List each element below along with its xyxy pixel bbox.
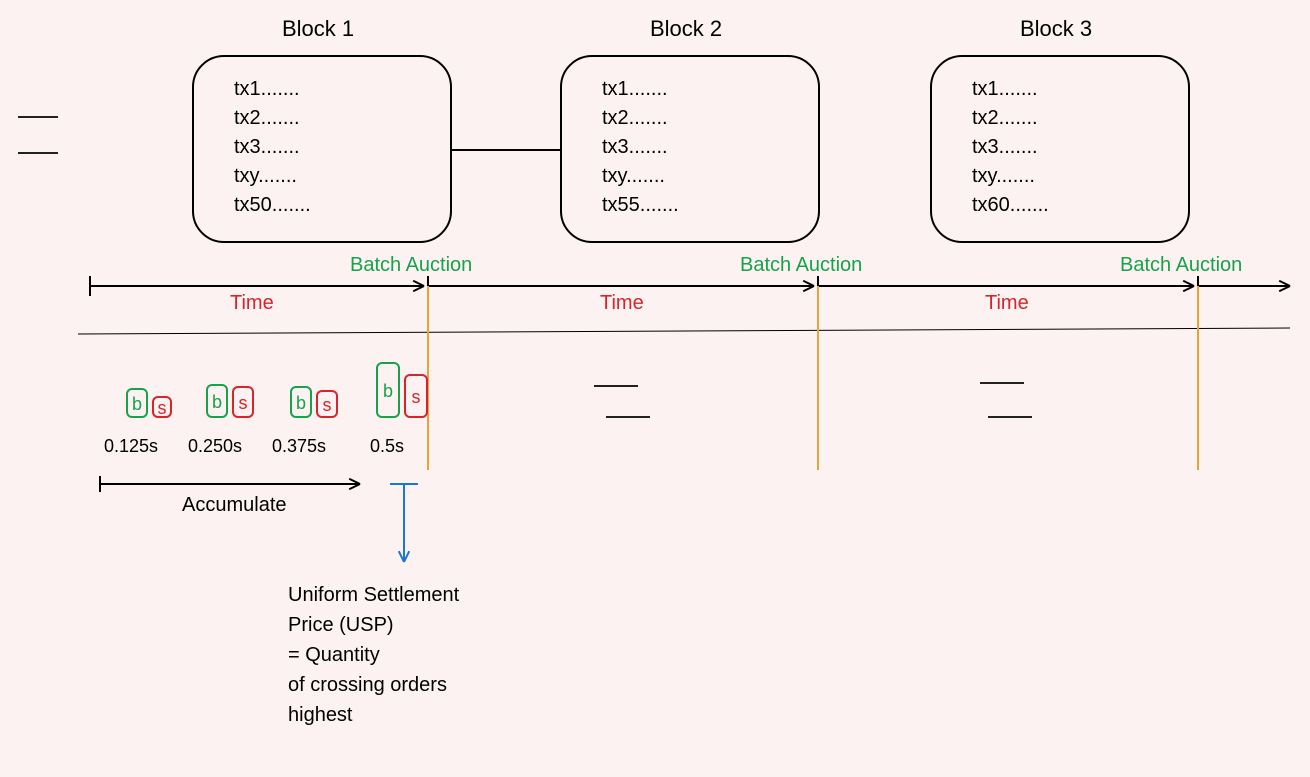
batch-auction-label: Batch Auction	[740, 254, 862, 277]
block-box-2: tx1.......tx2.......tx3.......txy.......…	[560, 55, 820, 243]
stub-line	[594, 385, 638, 387]
tx-line: tx55.......	[602, 191, 788, 220]
batch-auction-label: Batch Auction	[1120, 254, 1242, 277]
tx-line: tx2.......	[972, 104, 1158, 133]
tx-line: tx60.......	[972, 191, 1158, 220]
order-pair-4: bs	[376, 362, 428, 418]
buy-box: b	[126, 388, 148, 418]
tx-line: txy.......	[602, 162, 788, 191]
usp-line: Price (USP)	[288, 610, 459, 640]
tx-line: tx50.......	[234, 191, 420, 220]
tx-line: tx1.......	[972, 75, 1158, 104]
buy-box: b	[376, 362, 400, 418]
sell-box: s	[404, 374, 428, 418]
usp-line: Uniform Settlement	[288, 580, 459, 610]
tx-line: tx2.......	[234, 104, 420, 133]
order-pair-1: bs	[126, 388, 172, 418]
block-box-1: tx1.......tx2.......tx3.......txy.......…	[192, 55, 452, 243]
order-pair-3: bs	[290, 386, 338, 418]
tx-line: txy.......	[234, 162, 420, 191]
timestamp-label: 0.5s	[370, 436, 404, 457]
stub-line	[18, 116, 58, 118]
block-title-2: Block 2	[650, 16, 722, 42]
buy-box: b	[206, 384, 228, 418]
timestamp-label: 0.250s	[188, 436, 242, 457]
block-title-3: Block 3	[1020, 16, 1092, 42]
tx-line: tx1.......	[602, 75, 788, 104]
sell-box: s	[316, 390, 338, 418]
sell-box: s	[232, 386, 254, 418]
accumulate-label: Accumulate	[182, 494, 287, 517]
tx-line: tx3.......	[602, 133, 788, 162]
timestamp-label: 0.125s	[104, 436, 158, 457]
tx-line: tx2.......	[602, 104, 788, 133]
stub-line	[988, 416, 1032, 418]
batch-auction-label: Batch Auction	[350, 254, 472, 277]
timestamp-label: 0.375s	[272, 436, 326, 457]
usp-text: Uniform SettlementPrice (USP)= Quantityo…	[288, 580, 459, 730]
usp-line: = Quantity	[288, 640, 459, 670]
stub-line	[18, 152, 58, 154]
block-title-1: Block 1	[282, 16, 354, 42]
order-pair-2: bs	[206, 384, 254, 418]
tx-line: tx3.......	[234, 133, 420, 162]
stub-line	[980, 382, 1024, 384]
tx-line: txy.......	[972, 162, 1158, 191]
buy-box: b	[290, 386, 312, 418]
stub-line	[606, 416, 650, 418]
time-label: Time	[600, 292, 644, 315]
tx-line: tx1.......	[234, 75, 420, 104]
time-label: Time	[985, 292, 1029, 315]
usp-line: of crossing orders	[288, 670, 459, 700]
sell-box: s	[152, 396, 172, 418]
tx-line: tx3.......	[972, 133, 1158, 162]
time-label: Time	[230, 292, 274, 315]
usp-line: highest	[288, 700, 459, 730]
block-box-3: tx1.......tx2.......tx3.......txy.......…	[930, 55, 1190, 243]
